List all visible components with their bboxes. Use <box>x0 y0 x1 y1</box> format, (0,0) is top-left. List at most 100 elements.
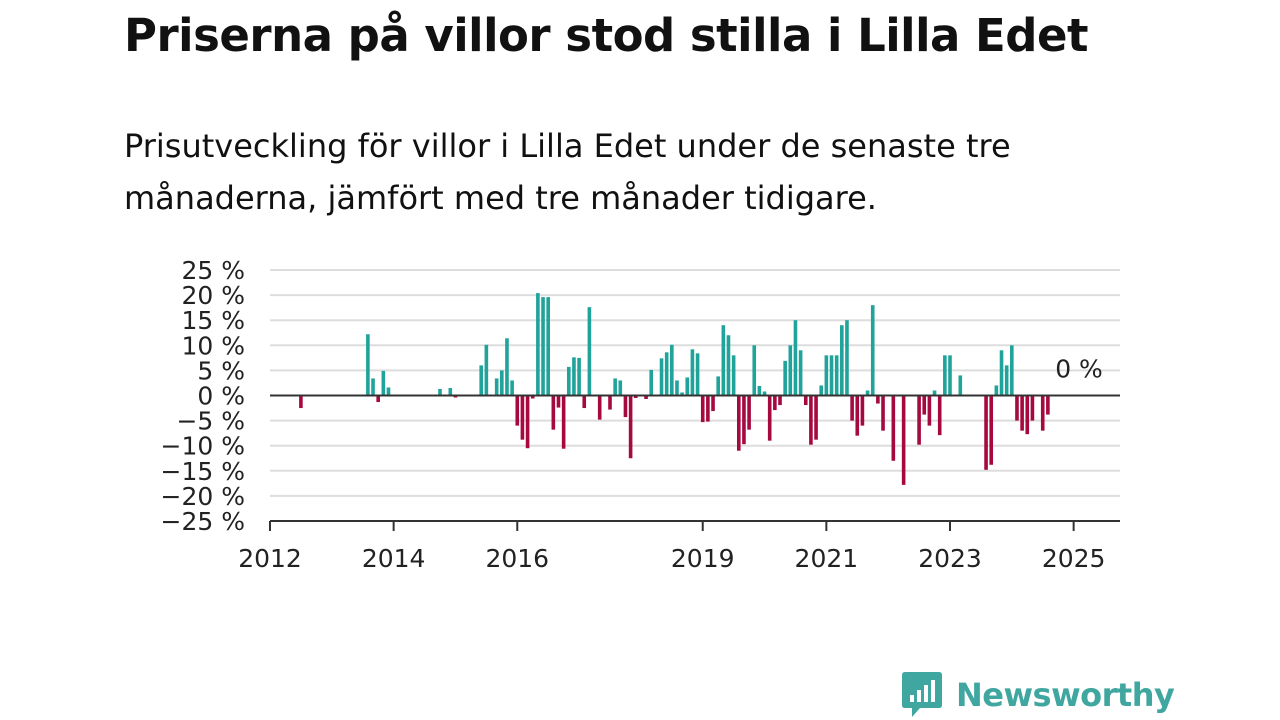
bar <box>793 320 798 396</box>
bar <box>695 353 700 396</box>
bar <box>840 325 844 396</box>
bar <box>525 395 530 449</box>
bar <box>767 395 772 441</box>
bar <box>530 395 535 399</box>
bar <box>1004 365 1009 396</box>
bar <box>366 334 370 396</box>
bar <box>541 297 545 396</box>
bar <box>561 395 566 449</box>
bar <box>742 395 746 445</box>
bar <box>448 387 453 396</box>
bar <box>453 395 458 398</box>
bar <box>1030 395 1035 421</box>
bar <box>536 293 540 396</box>
y-tick-label: 20 % <box>181 281 245 310</box>
bar <box>510 380 514 396</box>
y-tick-label: −5 % <box>176 407 245 436</box>
bar <box>520 395 525 440</box>
bar <box>773 395 777 411</box>
bar <box>716 376 720 396</box>
x-tick-label: 2025 <box>1042 544 1106 573</box>
bar <box>670 344 674 396</box>
chart-title: Priserna på villor stod stilla i Lilla E… <box>124 9 1089 62</box>
bar <box>731 355 736 396</box>
bar <box>736 395 741 451</box>
y-tick-label: −25 % <box>161 507 245 536</box>
bar <box>613 378 617 396</box>
bar <box>376 395 380 403</box>
bar <box>515 395 520 426</box>
bar <box>618 380 623 396</box>
bar <box>1046 395 1050 415</box>
y-tick-label: −15 % <box>161 457 245 486</box>
bar <box>1010 345 1014 396</box>
bar <box>675 380 679 396</box>
bar <box>829 355 834 396</box>
y-tick-label: 25 % <box>181 256 245 285</box>
bar <box>927 395 932 426</box>
bar <box>901 395 906 485</box>
bar <box>381 370 386 396</box>
bar <box>685 377 690 396</box>
bar <box>958 375 963 396</box>
y-axis-tick-labels: 25 %20 %15 %10 %5 %0 %−5 %−10 %−15 %−20 … <box>161 256 245 536</box>
bar <box>623 395 628 418</box>
bar <box>814 395 818 440</box>
bar <box>752 345 757 396</box>
y-tick-label: 10 % <box>181 331 245 360</box>
bar <box>299 395 303 409</box>
bar <box>386 387 391 396</box>
x-tick-label: 2014 <box>362 544 426 573</box>
bar <box>659 358 664 396</box>
bar <box>582 395 587 409</box>
bar <box>917 395 921 445</box>
bar <box>479 365 484 396</box>
bars <box>299 293 1050 485</box>
bar <box>711 395 715 412</box>
bar <box>989 395 994 465</box>
bar <box>721 325 726 396</box>
bar <box>860 395 865 426</box>
bar <box>747 395 751 430</box>
brand-name: Newsworthy <box>956 676 1175 714</box>
bar <box>891 395 896 461</box>
x-tick-label: 2016 <box>485 544 549 573</box>
bar <box>876 395 880 404</box>
bar <box>371 378 375 396</box>
newsworthy-logo[interactable]: Newsworthy <box>902 670 1175 720</box>
bar <box>922 395 927 415</box>
bar <box>505 338 509 396</box>
bar <box>556 395 561 408</box>
y-tick-label: −20 % <box>161 482 245 511</box>
bar <box>484 344 489 396</box>
bar <box>649 369 654 396</box>
bar <box>803 395 808 406</box>
bar <box>566 366 571 396</box>
bar <box>690 349 695 396</box>
bar <box>438 388 442 396</box>
bar <box>865 390 870 396</box>
bar <box>494 378 499 396</box>
bar <box>999 350 1004 396</box>
bar <box>809 395 813 445</box>
bar <box>762 391 767 396</box>
bar <box>850 395 854 421</box>
bar <box>757 385 762 396</box>
bar <box>984 395 988 470</box>
bar <box>551 395 556 430</box>
y-tick-label: 15 % <box>181 306 245 335</box>
y-tick-label: 5 % <box>197 356 245 385</box>
bar <box>881 395 885 431</box>
bar <box>778 395 782 406</box>
bar <box>628 395 633 459</box>
bar <box>845 320 849 396</box>
x-tick-label: 2019 <box>671 544 735 573</box>
bar <box>1015 395 1019 421</box>
bar <box>597 395 602 420</box>
newsworthy-logo-icon <box>902 672 942 717</box>
bar <box>1040 395 1045 431</box>
chart-subtitle: Prisutveckling för villor i Lilla Edet u… <box>124 127 1011 217</box>
bar <box>943 355 947 396</box>
bar <box>572 357 576 396</box>
x-axis-tick-labels: 2012 2014 2016 2019 2021 2023 2025 <box>238 544 1105 573</box>
